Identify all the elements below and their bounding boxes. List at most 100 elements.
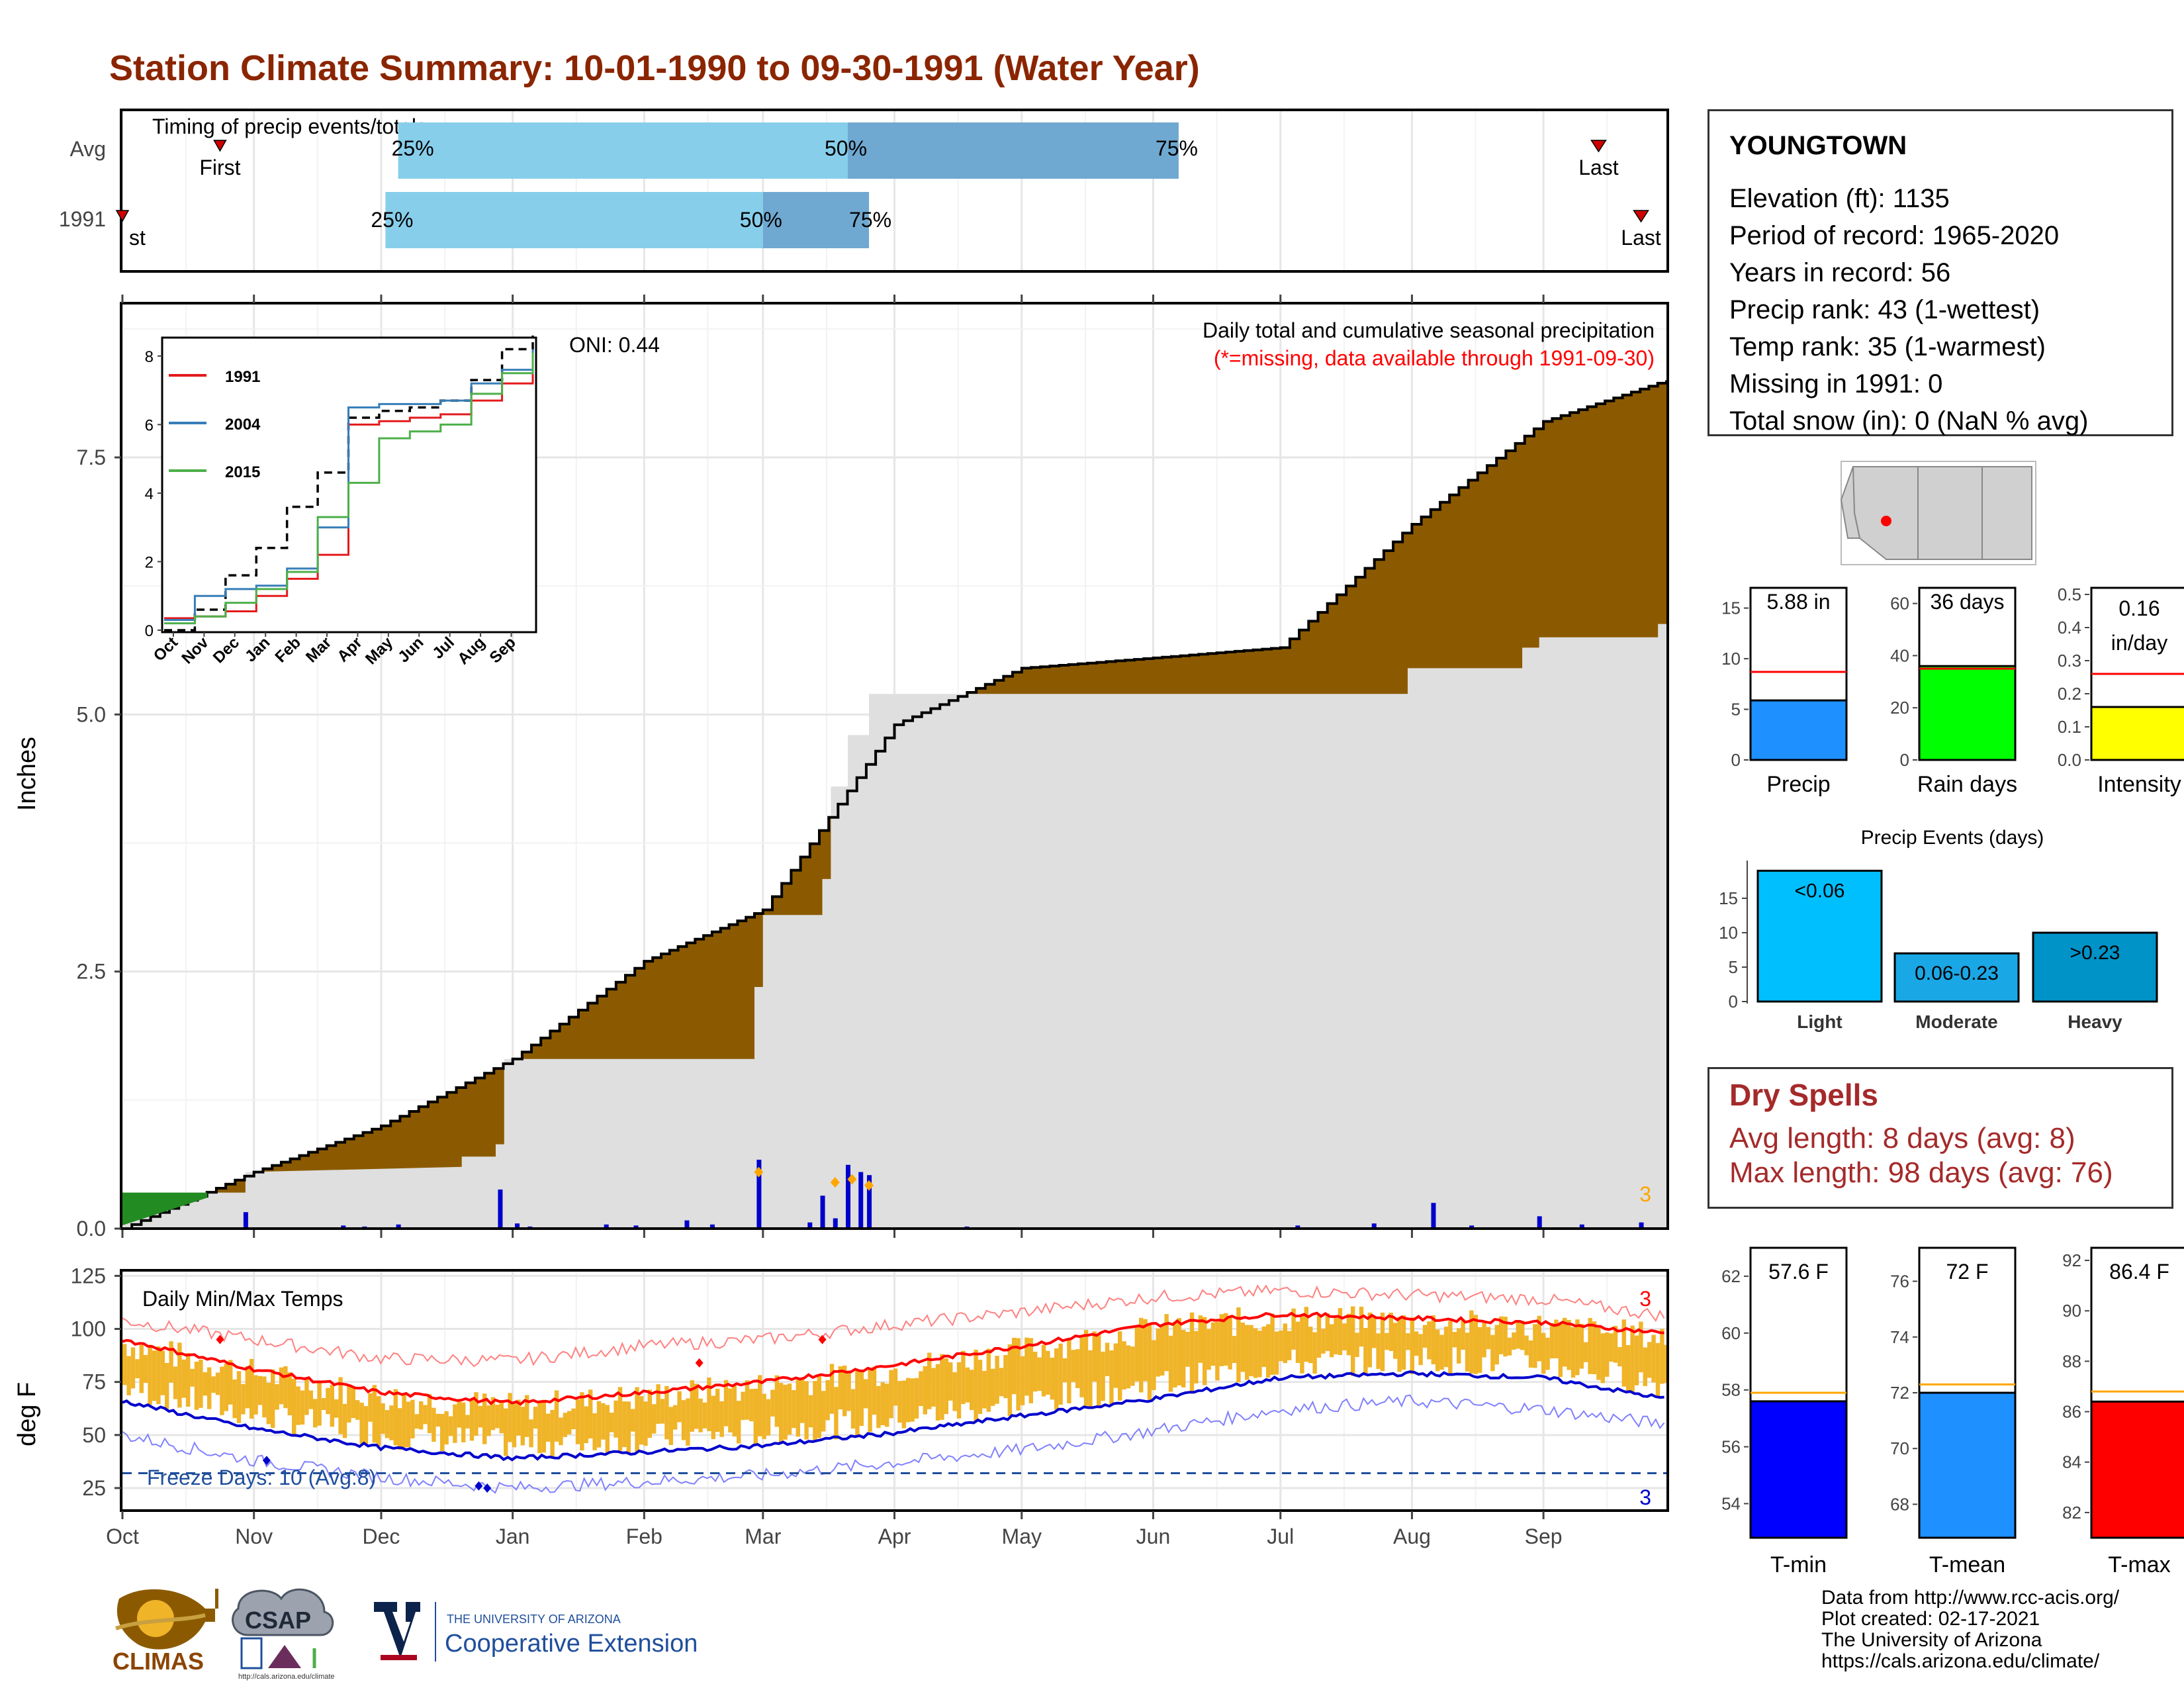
daily-temp-bar — [516, 1399, 521, 1436]
y-tick-label: 0.0 — [77, 1217, 106, 1241]
daily-temp-bar — [1245, 1325, 1250, 1380]
temp-bar-y-tick-label: 58 — [1721, 1380, 1741, 1400]
inset-x-tick-label: Oct — [150, 633, 181, 665]
daily-temp-bar — [1533, 1324, 1537, 1368]
daily-temp-bar — [1173, 1322, 1177, 1388]
temp-bar-y-tick-label: 84 — [2062, 1452, 2081, 1472]
daily-temp-bar — [207, 1367, 212, 1409]
station-info-box: YOUNGTOWN Elevation (ft): 1135 Period of… — [1707, 109, 2173, 436]
mini-bar-frame — [1749, 586, 1848, 761]
daily-temp-bar — [660, 1399, 665, 1424]
heavy-precip-marker — [864, 1180, 874, 1191]
mini-bar-category: Rain days — [1917, 772, 2017, 797]
daily-temp-bar — [626, 1401, 631, 1453]
oni-label: ONI: 0.44 — [569, 333, 660, 357]
daily-temp-bar — [1253, 1328, 1258, 1378]
daily-temp-bar — [1397, 1317, 1402, 1372]
ua-line1: THE UNIVERSITY OF ARIZONA — [447, 1613, 621, 1626]
daily-temp-bar — [1300, 1315, 1304, 1374]
daily-temp-bar — [889, 1370, 893, 1419]
temp-summary-bars: 54 56 58 60 62 57.6 F T-min 68 70 72 74 76 72 F T-mea… — [1721, 1246, 2184, 1577]
average-cumulative-line — [122, 380, 1668, 1230]
daily-temp-bar — [707, 1377, 711, 1431]
daily-temp-bar — [351, 1386, 355, 1419]
y-tick-label: 75 — [82, 1370, 106, 1394]
mini-bar-value — [2090, 706, 2184, 761]
heavy-precip-marker — [830, 1177, 840, 1188]
daily-temp-bar — [614, 1400, 618, 1438]
daily-temp-bar — [398, 1408, 402, 1450]
daily-temp-bar — [292, 1378, 296, 1434]
dry-spells-max: Max length: 98 days (avg: 76) — [1729, 1156, 2113, 1189]
mini-y-tick-label: 0 — [1900, 750, 1909, 770]
daily-temp-bar — [1651, 1335, 1656, 1383]
daily-temp-bar — [406, 1401, 411, 1448]
station-missing: Missing in 1991: 0 — [1729, 369, 1943, 399]
daily-temp-bar — [554, 1390, 559, 1442]
mini-bar-group: 0 5 10 15 5.88 in Precip — [1721, 586, 1848, 797]
events-bar-label: >0.23 — [2070, 942, 2120, 964]
temp-bar-value-label: 86.4 F — [2109, 1260, 2169, 1284]
daily-temp-bar — [440, 1414, 445, 1452]
daily-temp-bar — [469, 1399, 475, 1441]
daily-temp-bar — [956, 1362, 962, 1419]
daily-temp-bar — [605, 1405, 610, 1454]
ua-line2: Cooperative Extension — [445, 1630, 698, 1658]
daily-temp-bar — [512, 1403, 517, 1448]
daily-temp-bar — [1228, 1317, 1232, 1370]
daily-temp-bar — [1592, 1321, 1597, 1374]
timing-bar-q25-q50 — [385, 192, 763, 248]
daily-temp-bar — [1177, 1318, 1181, 1385]
daily-temp-bar — [1105, 1342, 1110, 1376]
events-category: Moderate — [1915, 1011, 1997, 1032]
daily-temp-bar — [829, 1364, 835, 1414]
daily-temp-bar — [1431, 1315, 1435, 1365]
temp-bar-y-tick-label: 72 — [1890, 1383, 1909, 1403]
daily-temp-bar — [1054, 1348, 1059, 1410]
daily-temp-bar — [859, 1370, 864, 1427]
daily-temp-bar — [474, 1392, 478, 1436]
daily-temp-bar — [1308, 1327, 1313, 1364]
inset-x-tick-label: Jul — [429, 633, 458, 663]
daily-temp-bar — [872, 1366, 877, 1415]
daily-temp-bar — [1143, 1319, 1148, 1382]
daily-temp-bar — [668, 1407, 673, 1445]
record-high-marker — [818, 1335, 827, 1344]
daily-temp-bar — [596, 1401, 602, 1448]
daily-temp-bar — [1363, 1328, 1368, 1374]
daily-temp-bar — [1545, 1337, 1550, 1370]
timing-title: Timing of precip events/totals — [152, 115, 427, 138]
daily-temp-bar — [770, 1389, 775, 1417]
daily-temp-bar — [1359, 1306, 1364, 1347]
first-marker — [213, 140, 227, 152]
month-label: Nov — [235, 1524, 273, 1548]
daily-temp-bar — [647, 1389, 652, 1438]
daily-temp-bar — [321, 1398, 326, 1411]
temp-bar-y-tick-label: 54 — [1721, 1493, 1741, 1513]
daily-precip-bar — [515, 1223, 520, 1229]
daily-temp-bar — [1465, 1333, 1470, 1372]
mini-y-tick-label: 0.3 — [2058, 651, 2081, 671]
mini-y-tick-label: 0.5 — [2058, 585, 2081, 604]
daily-temp-bar — [490, 1397, 496, 1430]
temp-bar-category: T-min — [1770, 1552, 1827, 1577]
daily-temp-bar — [1567, 1319, 1571, 1370]
daily-temp-bar — [567, 1411, 572, 1434]
daily-temp-bar — [541, 1399, 546, 1453]
daily-temp-bar — [550, 1409, 555, 1457]
daily-temp-bar — [1215, 1321, 1220, 1381]
daily-temp-bar — [1160, 1325, 1165, 1376]
daily-temp-bar — [1469, 1310, 1474, 1374]
csap-text: CSAP — [245, 1607, 311, 1634]
daily-temp-bar — [1448, 1321, 1453, 1376]
daily-temp-bar — [694, 1383, 699, 1429]
daily-temp-bar — [1122, 1341, 1126, 1390]
daily-temp-bar — [792, 1390, 796, 1429]
daily-temp-bar — [796, 1380, 800, 1437]
daily-temp-bar — [1050, 1358, 1054, 1400]
daily-temp-bar — [173, 1366, 178, 1399]
daily-temp-bar — [385, 1410, 390, 1438]
daily-temp-bar — [673, 1405, 678, 1430]
daily-temp-bar — [520, 1407, 525, 1446]
mini-bar-category: Intensity — [2097, 772, 2181, 797]
